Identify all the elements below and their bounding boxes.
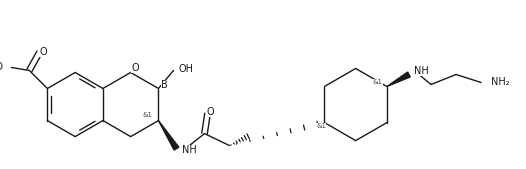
- Text: O: O: [39, 47, 47, 57]
- Text: OH: OH: [179, 64, 194, 75]
- Text: O: O: [132, 63, 139, 73]
- Polygon shape: [387, 72, 410, 87]
- Text: B: B: [160, 80, 167, 90]
- Text: NH₂: NH₂: [491, 78, 510, 88]
- Text: &1: &1: [373, 79, 383, 86]
- Text: O: O: [207, 107, 215, 117]
- Text: &1: &1: [143, 112, 153, 118]
- Text: &1: &1: [317, 123, 327, 129]
- Text: HO: HO: [0, 63, 3, 73]
- Text: NH: NH: [414, 66, 429, 77]
- Text: NH: NH: [182, 145, 197, 155]
- Polygon shape: [158, 120, 179, 150]
